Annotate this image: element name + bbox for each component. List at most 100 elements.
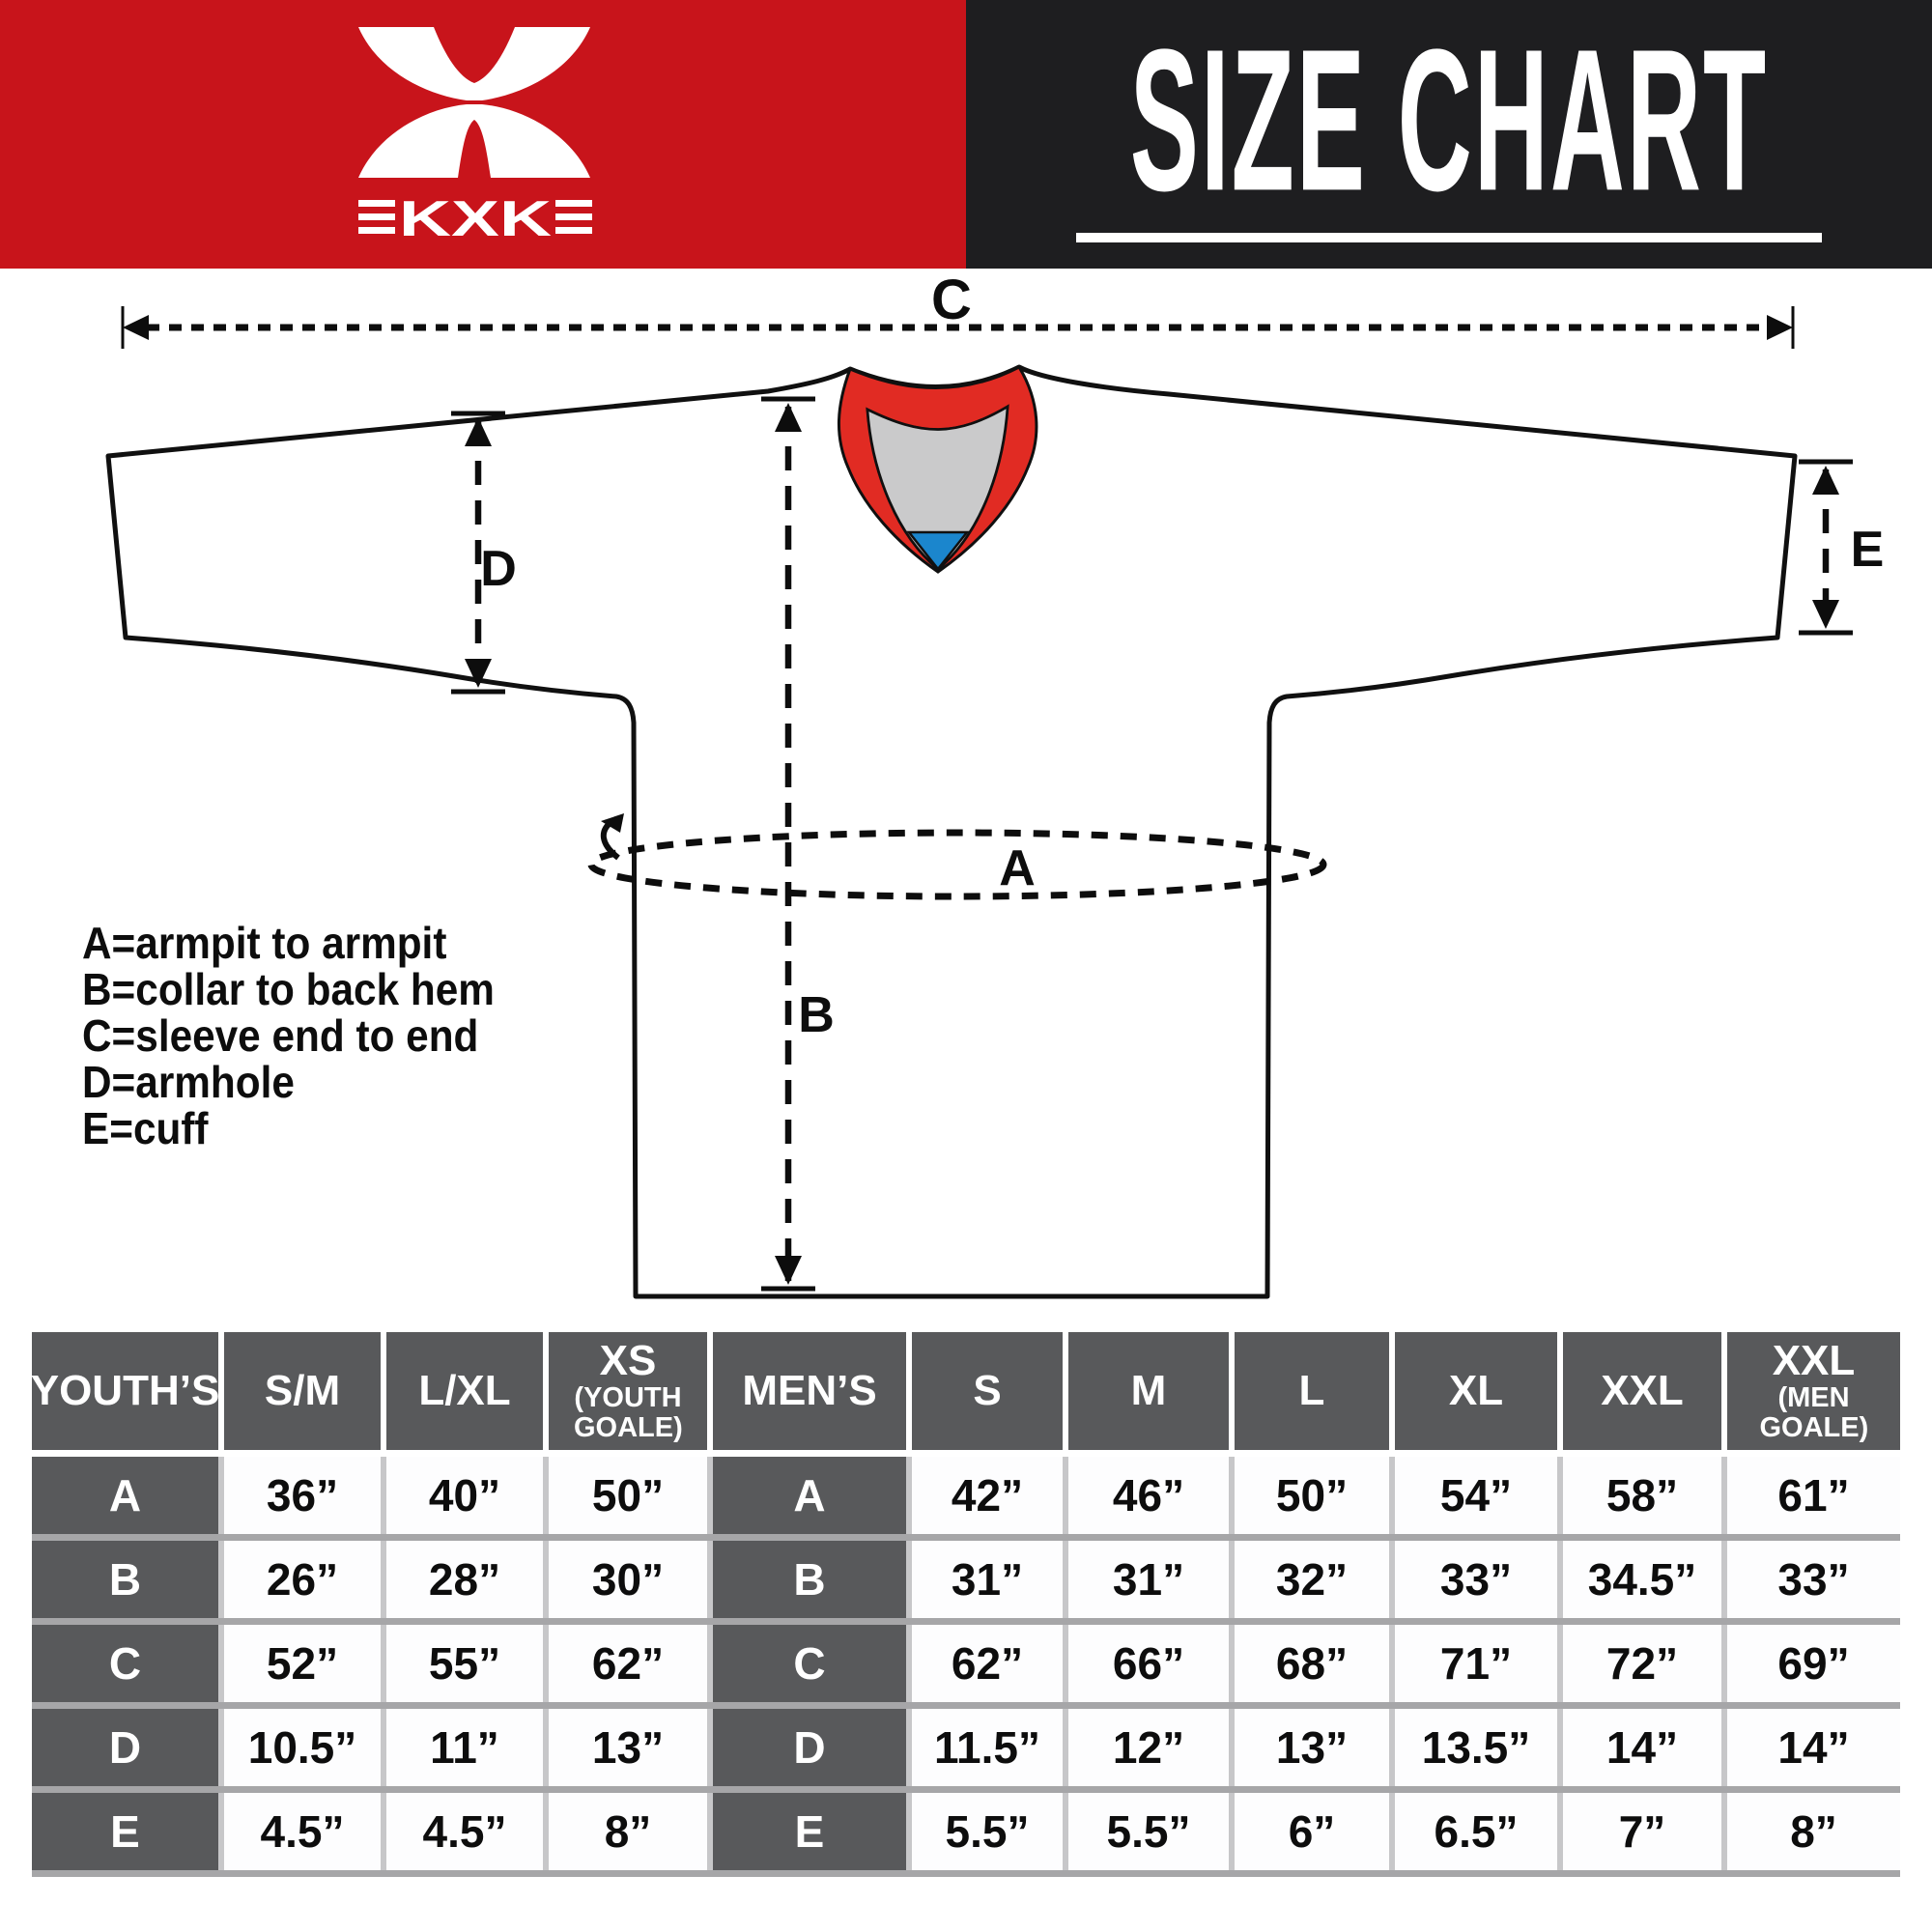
size-value: 33” [1395,1541,1557,1618]
legend-item-e: E=cuff [82,1103,209,1153]
size-value: 13.5” [1395,1709,1557,1786]
brand-text: KXK [399,191,553,242]
label-b: B [798,987,835,1043]
label-e: E [1851,522,1885,578]
page-title: SIZE CHART [1129,7,1769,233]
size-value: 6” [1235,1793,1389,1870]
measurement-legend: A=armpit to armpit B=collar to back hem … [82,920,530,1151]
size-value: 11.5” [912,1709,1063,1786]
collar-inner-gray [866,404,1009,571]
size-value: 31” [1068,1541,1229,1618]
column-header-l: L [1235,1332,1389,1450]
row-label-a: A [713,1457,906,1534]
size-value: 5.5” [912,1793,1063,1870]
section-header-men-s: MEN’S [713,1332,906,1450]
size-value: 30” [549,1541,707,1618]
size-value: 31” [912,1541,1063,1618]
kxk-logo: KXK [358,27,592,242]
size-value: 52” [224,1625,381,1702]
size-value: 13” [1235,1709,1389,1786]
size-value: 7” [1563,1793,1721,1870]
legend-item-a: A=armpit to armpit [82,918,447,968]
size-value: 54” [1395,1457,1557,1534]
size-value: 42” [912,1457,1063,1534]
brand-panel: KXK [0,0,966,269]
legend-item-c: C=sleeve end to end [82,1010,479,1061]
legend-item-b: B=collar to back hem [82,964,495,1014]
size-value: 61” [1727,1457,1900,1534]
column-header-xl: XL [1395,1332,1557,1450]
column-header-l-xl: L/XL [386,1332,543,1450]
size-table-row-d: D 10.5” 11” 13” D 11.5” 12” 13” 13.5” 14” 14” [32,1709,1900,1786]
measurement-arrow-a [587,813,1327,900]
legend-item-d: D=armhole [82,1057,295,1107]
collar-inner-blue [906,530,970,572]
size-value: 50” [1235,1457,1389,1534]
header: KXK SIZE CHART [0,0,1932,269]
size-table-row-e: E 4.5” 4.5” 8” E 5.5” 5.5” 6” 6.5” 7” 8” [32,1793,1900,1870]
column-header-xxl: XXL [1563,1332,1721,1450]
size-value: 55” [386,1625,543,1702]
column-header-xxl: XXL (MEN GOALE) [1727,1332,1900,1450]
size-table-row-c: C 52” 55” 62” C 62” 66” 68” 71” 72” 69” [32,1625,1900,1702]
size-value: 33” [1727,1541,1900,1618]
label-a: A [999,840,1036,896]
size-value: 58” [1563,1457,1721,1534]
size-value: 68” [1235,1625,1389,1702]
size-value: 14” [1563,1709,1721,1786]
row-label-c: C [713,1625,906,1702]
size-value: 14” [1727,1709,1900,1786]
title-underline [1076,232,1822,242]
size-value: 26” [224,1541,381,1618]
size-table: YOUTH’S S/M L/XL XS (YOUTH GOALE) MEN’S S M L XL X… [31,1332,1900,1877]
size-value: 46” [1068,1457,1229,1534]
row-label-d: D [713,1709,906,1786]
section-header-youth-s: YOUTH’S [31,1332,219,1450]
size-value: 10.5” [224,1709,381,1786]
size-table-row-b: B 26” 28” 30” B 31” 31” 32” 33” 34.5” 33” [32,1541,1900,1618]
logo-bottom-fan [358,104,590,178]
column-header-s: S [912,1332,1063,1450]
row-label-d: D [32,1709,218,1786]
row-label-b: B [713,1541,906,1618]
measurement-arrow-b [761,396,815,1292]
row-label-a: A [32,1457,218,1534]
size-value: 72” [1563,1625,1721,1702]
row-label-c: C [32,1625,218,1702]
size-value: 32” [1235,1541,1389,1618]
size-value: 50” [549,1457,707,1534]
measurement-arrow-e [1799,459,1853,636]
logo-top-fan [358,27,590,100]
size-value: 66” [1068,1625,1229,1702]
size-value: 4.5” [224,1793,381,1870]
size-table-body: A 36” 40” 50” A 42” 46” 50” 54” 58” 61” B 26” 28” 30” B… [32,1457,1900,1877]
measurement-arrow-c [121,306,1795,349]
size-value: 8” [549,1793,707,1870]
size-table-row-a: A 36” 40” 50” A 42” 46” 50” 54” 58” 61” [32,1457,1900,1534]
size-value: 71” [1395,1625,1557,1702]
label-c: C [931,269,972,331]
size-table-header-row: YOUTH’S S/M L/XL XS (YOUTH GOALE) MEN’S S M L XL X… [31,1332,1900,1450]
row-label-b: B [32,1541,218,1618]
size-value: 36” [224,1457,381,1534]
measurement-arrow-d [451,411,505,695]
size-value: 40” [386,1457,543,1534]
size-value: 62” [912,1625,1063,1702]
row-label-e: E [32,1793,218,1870]
size-value: 12” [1068,1709,1229,1786]
label-d: D [480,541,517,597]
size-value: 13” [549,1709,707,1786]
size-value: 34.5” [1563,1541,1721,1618]
size-value: 8” [1727,1793,1900,1870]
size-value: 4.5” [386,1793,543,1870]
row-label-e: E [713,1793,906,1870]
size-value: 5.5” [1068,1793,1229,1870]
collar [837,365,1038,574]
size-value: 6.5” [1395,1793,1557,1870]
column-header-m: M [1068,1332,1229,1450]
size-value: 62” [549,1625,707,1702]
title-panel: SIZE CHART [966,0,1932,269]
size-value: 69” [1727,1625,1900,1702]
